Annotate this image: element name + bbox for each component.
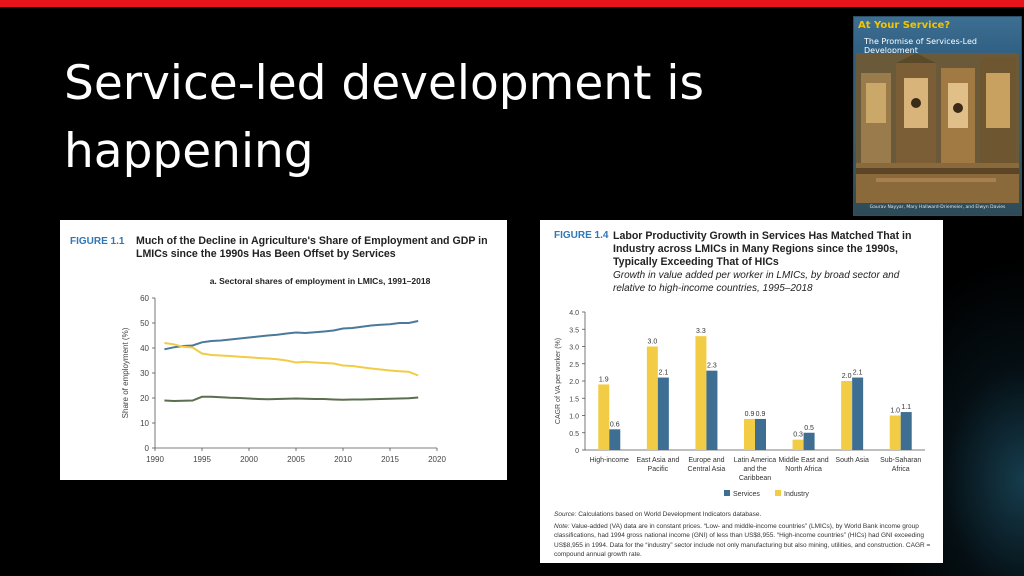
bar-value-label: 2.1 xyxy=(658,370,668,377)
category-label: and the xyxy=(743,466,766,473)
x-tick-label: 2005 xyxy=(287,455,305,464)
legend-swatch-industry xyxy=(775,490,781,496)
book-cover-title: At Your Service? xyxy=(858,20,951,31)
bar-value-label: 0.9 xyxy=(756,411,766,418)
bar-value-label: 3.3 xyxy=(696,328,706,335)
book-cover-subtitle: The Promise of Services-Led Development xyxy=(864,37,977,55)
category-label: Latin America xyxy=(734,457,777,464)
y-tick-label: 4.0 xyxy=(569,310,579,317)
figure-1-4-source: Source: Calculations based on World Deve… xyxy=(554,510,936,520)
x-tick-label: 1995 xyxy=(193,455,211,464)
bar-services-6 xyxy=(852,377,864,450)
bar-services-3 xyxy=(706,370,718,450)
bar-industry-2 xyxy=(646,346,658,450)
figure-1-4-panel: FIGURE 1.4 Labor Productivity Growth in … xyxy=(540,220,943,563)
x-tick-label: 2000 xyxy=(240,455,258,464)
x-tick-label: 1990 xyxy=(146,455,164,464)
y-tick-label: 50 xyxy=(140,319,149,328)
legend-label-industry: Industry xyxy=(784,491,809,498)
legend-label-services: Services xyxy=(733,491,760,498)
category-label: High-income xyxy=(590,457,629,464)
productivity-growth-bar-chart: 0 0.5 1.0 1.5 2.0 2.5 3.0 3.5 4.0 CAGR of VA per … xyxy=(555,310,925,498)
y-axis-label: Share of employment (%) xyxy=(121,327,130,418)
bar-industry-7 xyxy=(889,415,901,450)
category-label: South Asia xyxy=(835,457,869,464)
bar-services-7 xyxy=(900,412,912,450)
top-accent-bar xyxy=(0,0,1024,7)
slide-title: Service-led development is happening xyxy=(64,56,704,179)
figure-1-4-subtitle: Growth in value added per worker in LMIC… xyxy=(613,270,900,294)
category-label: Africa xyxy=(892,466,910,473)
y-tick-label: 0 xyxy=(145,444,150,453)
x-tick-label: 2010 xyxy=(334,455,352,464)
y-tick-label: 3.5 xyxy=(569,327,579,334)
y-axis-label: CAGR of VA per worker (%) xyxy=(555,338,562,424)
category-label: Pacific xyxy=(648,466,669,473)
y-tick-label: 20 xyxy=(140,394,149,403)
x-tick-label: 2015 xyxy=(381,455,399,464)
note-label: Note: xyxy=(554,522,570,530)
y-tick-label: 30 xyxy=(140,369,149,378)
book-cover-painting xyxy=(856,53,1019,203)
figure-1-1-label: FIGURE 1.1 xyxy=(70,236,125,247)
category-label: Middle East and xyxy=(778,457,828,464)
category-label: North Africa xyxy=(785,466,822,473)
y-tick-label: 60 xyxy=(140,294,149,303)
book-cover-authors: Gaurav Nayyar, Mary Hallward-Driemeier, … xyxy=(869,205,1006,210)
y-tick-label: 1.5 xyxy=(569,396,579,403)
bar-industry-5 xyxy=(792,439,804,450)
bar-value-label: 1.1 xyxy=(901,404,911,411)
source-text: Calculations based on World Development … xyxy=(578,511,762,518)
series-line-2 xyxy=(164,342,419,377)
bar-value-label: 0.3 xyxy=(793,432,803,439)
y-tick-label: 0 xyxy=(575,448,579,455)
figure-1-4-label: FIGURE 1.4 xyxy=(554,230,609,241)
figure-1-4-title: Labor Productivity Growth in Services Ha… xyxy=(613,230,912,268)
employment-share-line-chart: 0 10 20 30 40 50 60 1990 1995 2000 2005 2010 2015 202… xyxy=(121,294,446,464)
category-label: East Asia and xyxy=(636,457,679,464)
x-tick-label: 2020 xyxy=(428,455,446,464)
category-label: Central Asia xyxy=(688,466,726,473)
note-text: Value-added (VA) data are in constant pr… xyxy=(554,522,931,559)
bar-industry-4 xyxy=(744,418,755,450)
bar-value-label: 0.9 xyxy=(745,411,755,418)
figure-1-1-panel: FIGURE 1.1 Much of the Decline in Agricu… xyxy=(60,220,507,480)
bar-services-1 xyxy=(609,429,621,450)
bar-value-label: 3.0 xyxy=(647,339,657,346)
book-cover-image: At Your Service? The Promise of Services… xyxy=(853,16,1022,216)
y-tick-label: 2.5 xyxy=(569,362,579,369)
bar-value-label: 0.6 xyxy=(610,421,620,428)
bar-industry-1 xyxy=(598,384,610,450)
source-label: Source: xyxy=(554,511,577,518)
series-line-3 xyxy=(164,395,419,403)
y-tick-label: 0.5 xyxy=(569,431,579,438)
figure-1-4-note: Note: Value-added (VA) data are in const… xyxy=(554,522,936,560)
y-tick-label: 3.0 xyxy=(569,345,579,352)
bar-value-label: 1.9 xyxy=(599,376,609,383)
bar-value-label: 0.5 xyxy=(804,425,814,432)
figure-1-1-panel-title: a. Sectoral shares of employment in LMIC… xyxy=(209,276,431,286)
bar-services-2 xyxy=(657,377,669,450)
bar-services-4 xyxy=(755,418,766,450)
category-label: Caribbean xyxy=(739,475,771,482)
bar-value-label: 2.0 xyxy=(842,373,852,380)
figure-1-1-title: Much of the Decline in Agriculture's Sha… xyxy=(136,235,488,260)
category-label: Sub-Saharan xyxy=(880,457,921,464)
y-tick-label: 10 xyxy=(140,419,149,428)
y-tick-label: 40 xyxy=(140,344,149,353)
y-tick-label: 1.0 xyxy=(569,414,579,421)
bar-value-label: 2.3 xyxy=(707,363,717,370)
bar-industry-6 xyxy=(841,381,853,450)
figure-1-4-notes: Source: Calculations based on World Deve… xyxy=(554,510,936,560)
bar-industry-3 xyxy=(695,336,707,450)
series-line-1 xyxy=(164,320,419,351)
bar-value-label: 1.0 xyxy=(890,408,900,415)
category-label: Europe and xyxy=(688,457,724,464)
legend-swatch-services xyxy=(724,490,730,496)
y-tick-label: 2.0 xyxy=(569,379,579,386)
bar-value-label: 2.1 xyxy=(853,370,863,377)
bar-services-5 xyxy=(803,432,815,450)
